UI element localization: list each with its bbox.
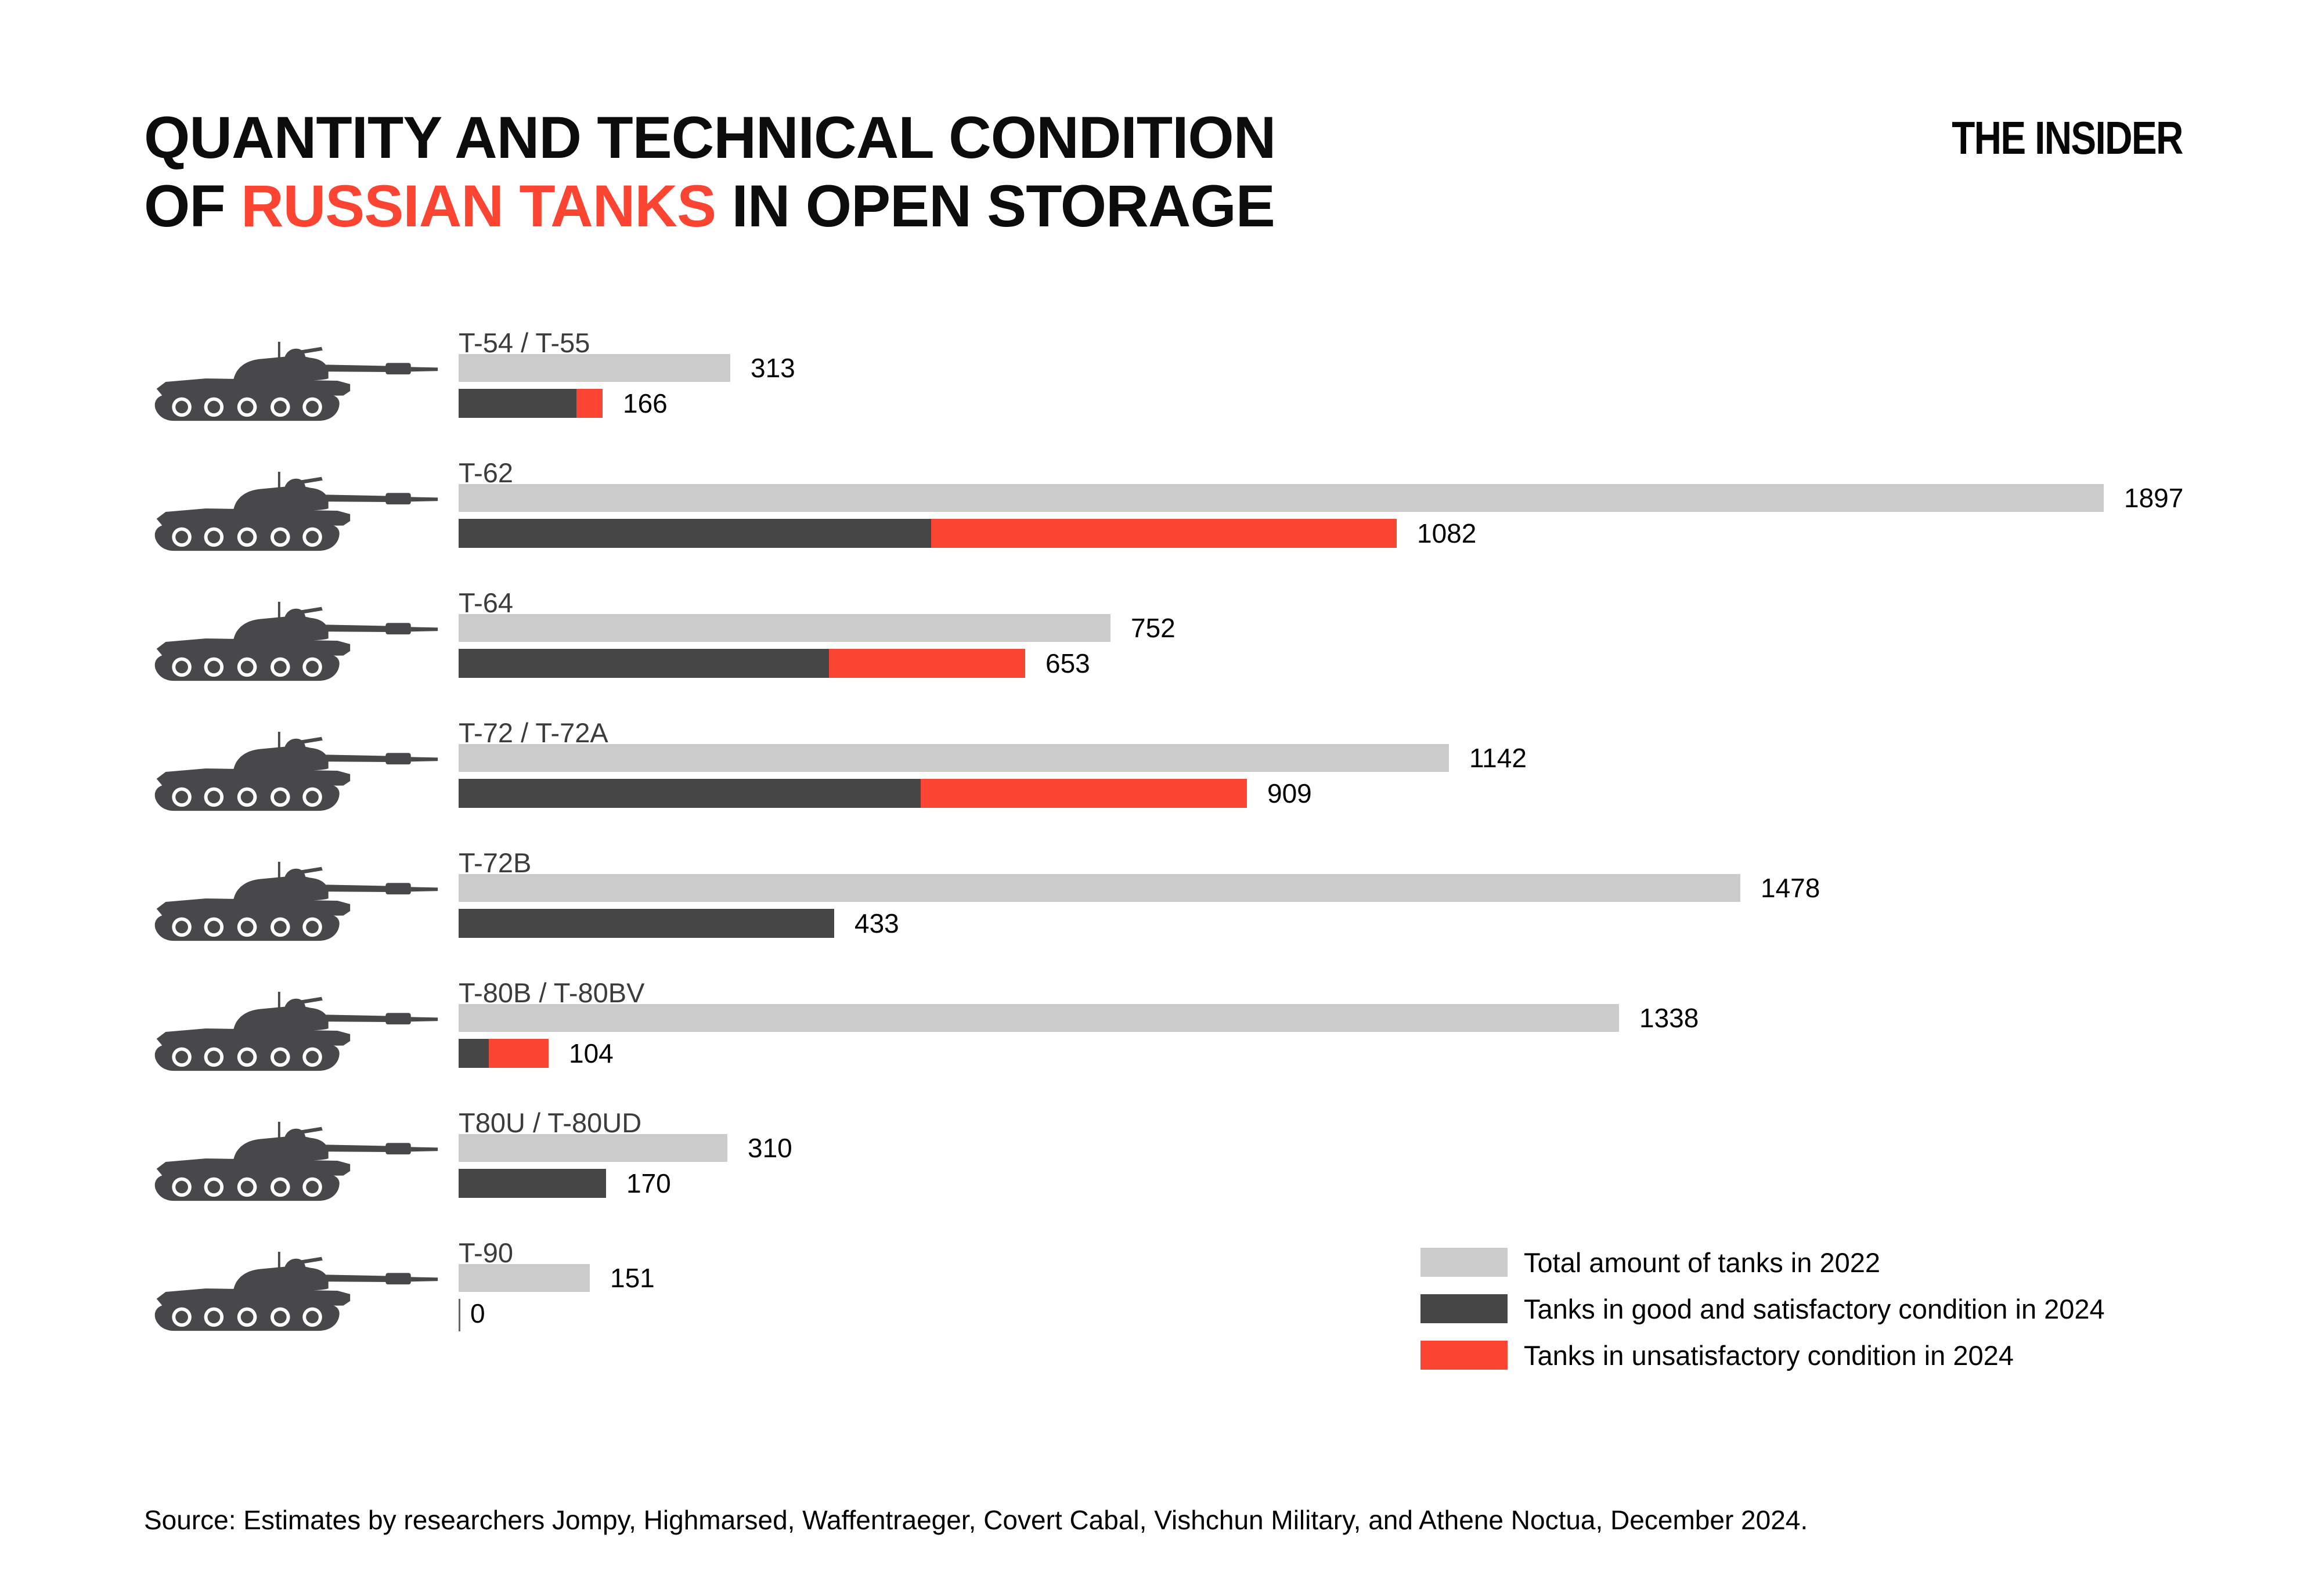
total-2022-bar xyxy=(459,354,730,382)
condition-2024-bar xyxy=(459,909,834,938)
total-2022-value: 1142 xyxy=(1469,743,1527,773)
good-condition-segment xyxy=(459,389,576,418)
good-condition-segment xyxy=(459,1169,606,1198)
condition-2024-value: 909 xyxy=(1267,778,1312,808)
tank-category-label: T80U / T-80UD xyxy=(459,1107,642,1138)
condition-2024-bar xyxy=(459,1039,549,1068)
legend-swatch-unsat-icon xyxy=(1420,1341,1508,1370)
good-condition-segment xyxy=(459,519,931,548)
legend-item-total: Total amount of tanks in 2022 xyxy=(1420,1247,2105,1278)
total-2022-value: 1897 xyxy=(2124,483,2184,513)
tank-row: T80U / T-80UD 310 170 xyxy=(0,1102,2322,1232)
tank-icon xyxy=(145,1248,441,1334)
tank-category-label: T-62 xyxy=(459,457,514,488)
tank-icon xyxy=(145,988,441,1074)
total-2022-value: 151 xyxy=(610,1263,655,1293)
legend-swatch-total-icon xyxy=(1420,1248,1508,1277)
tank-category-label: T-64 xyxy=(459,587,514,618)
tank-icon xyxy=(145,858,441,944)
condition-2024-value: 170 xyxy=(626,1168,671,1198)
total-2022-value: 313 xyxy=(751,353,795,383)
tank-row: T-72B 1478 433 xyxy=(0,842,2322,972)
tank-row: T-80B / T-80BV 1338 104 xyxy=(0,972,2322,1102)
tank-icon xyxy=(145,468,441,554)
total-2022-bar xyxy=(459,1134,727,1162)
total-2022-value: 1478 xyxy=(1761,873,1820,903)
condition-2024-bar xyxy=(459,649,1025,678)
total-2022-bar xyxy=(459,1264,590,1292)
zero-bar-line xyxy=(459,1299,460,1331)
total-2022-bar xyxy=(459,484,2104,512)
legend-swatch-good-icon xyxy=(1420,1294,1508,1323)
condition-2024-bar xyxy=(459,389,603,418)
tank-category-label: T-90 xyxy=(459,1237,514,1268)
condition-2024-value: 104 xyxy=(569,1038,614,1068)
tank-category-label: T-54 / T-55 xyxy=(459,327,590,358)
the-insider-logo: THE INSIDER xyxy=(1952,112,2184,164)
condition-2024-bar xyxy=(459,779,1247,808)
legend-item-unsat: Tanks in unsatisfactory condition in 202… xyxy=(1420,1339,2105,1371)
legend-label: Tanks in unsatisfactory condition in 202… xyxy=(1524,1339,2014,1371)
condition-2024-bar xyxy=(459,1169,606,1198)
tank-row: T-54 / T-55 313 166 xyxy=(0,322,2322,452)
total-2022-value: 1338 xyxy=(1639,1003,1699,1033)
title-line2: OF RUSSIAN TANKS IN OPEN STORAGE xyxy=(144,173,1275,239)
tank-icon xyxy=(145,1118,441,1204)
total-2022-value: 752 xyxy=(1131,613,1176,643)
tank-row: T-72 / T-72A 1142 909 xyxy=(0,712,2322,842)
tank-row: T-62 1897 1082 xyxy=(0,452,2322,582)
title-line1: QUANTITY AND TECHNICAL CONDITION xyxy=(144,104,1276,171)
condition-2024-value: 433 xyxy=(854,908,899,938)
total-2022-bar xyxy=(459,1004,1619,1032)
source-note: Source: Estimates by researchers Jompy, … xyxy=(144,1505,1808,1535)
total-2022-bar xyxy=(459,614,1110,642)
tank-icon xyxy=(145,338,441,424)
condition-2024-value: 166 xyxy=(623,388,668,418)
tank-row: T-64 752 653 xyxy=(0,582,2322,712)
legend-item-good: Tanks in good and satisfactory condition… xyxy=(1420,1293,2105,1324)
title-highlight: RUSSIAN TANKS xyxy=(240,173,716,239)
unsatisfactory-condition-segment xyxy=(489,1039,549,1068)
good-condition-segment xyxy=(459,909,834,938)
condition-2024-value: 1082 xyxy=(1417,518,1477,548)
unsatisfactory-condition-segment xyxy=(931,519,1397,548)
total-2022-bar xyxy=(459,874,1740,902)
tank-category-label: T-72 / T-72A xyxy=(459,717,608,748)
condition-2024-value: 653 xyxy=(1045,648,1090,678)
legend-label: Total amount of tanks in 2022 xyxy=(1524,1247,1881,1278)
good-condition-segment xyxy=(459,1039,489,1068)
unsatisfactory-condition-segment xyxy=(829,649,1025,678)
total-2022-value: 310 xyxy=(748,1133,792,1163)
page-title: QUANTITY AND TECHNICAL CONDITION OF RUSS… xyxy=(144,103,1276,240)
legend: Total amount of tanks in 2022 Tanks in g… xyxy=(1420,1247,2105,1387)
tank-category-label: T-80B / T-80BV xyxy=(459,977,645,1008)
good-condition-segment xyxy=(459,649,829,678)
tank-icon xyxy=(145,728,441,814)
legend-label: Tanks in good and satisfactory condition… xyxy=(1524,1293,2105,1324)
condition-2024-value: 0 xyxy=(470,1298,485,1328)
total-2022-bar xyxy=(459,744,1449,772)
tank-row: T-90 151 0 xyxy=(0,1232,2322,1362)
tank-category-label: T-72B xyxy=(459,847,532,878)
tank-icon xyxy=(145,598,441,684)
unsatisfactory-condition-segment xyxy=(921,779,1247,808)
good-condition-segment xyxy=(459,779,921,808)
unsatisfactory-condition-segment xyxy=(576,389,603,418)
condition-2024-bar xyxy=(459,519,1397,548)
